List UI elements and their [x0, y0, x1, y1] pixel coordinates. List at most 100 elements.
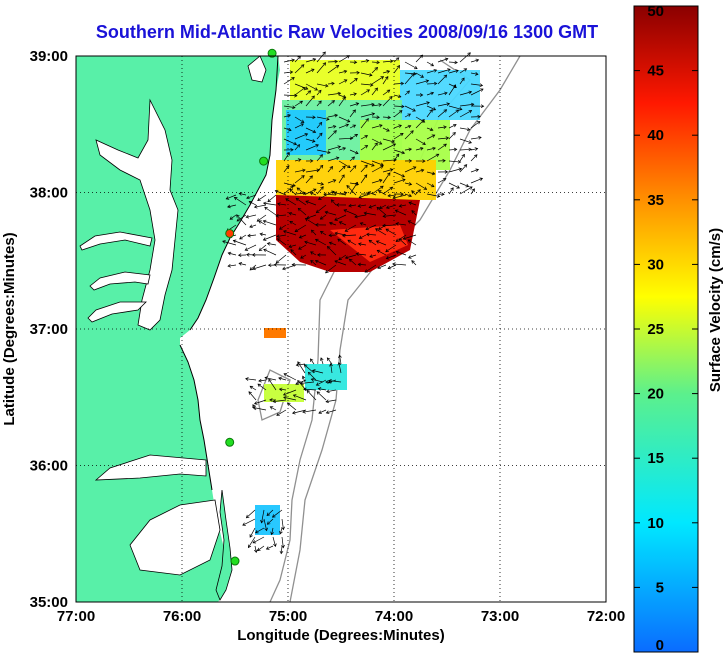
albemarle-sound — [94, 454, 207, 481]
velocity-arrowhead — [364, 145, 369, 149]
velocity-arrowhead — [412, 108, 416, 112]
velocity-arrowhead — [283, 373, 288, 377]
velocity-arrowhead — [252, 266, 256, 271]
velocity-arrowhead — [325, 380, 329, 384]
velocity-arrowhead — [389, 168, 394, 172]
velocity-arrow — [393, 110, 403, 118]
velocity-arrowhead — [468, 90, 473, 95]
velocity-arrow — [283, 182, 296, 187]
velocity-arrowhead — [334, 260, 338, 264]
delmarva-coast — [189, 55, 279, 331]
colorbar-tick-label: 15 — [647, 450, 664, 467]
y-axis-title: Latitude (Degrees:Minutes) — [1, 232, 18, 425]
velocity-arrowhead — [333, 130, 337, 134]
velocity-arrow — [258, 220, 267, 226]
velocity-arrowhead — [316, 253, 321, 257]
velocity-arrowhead — [315, 382, 320, 386]
velocity-arrow — [371, 76, 384, 85]
velocity-arrowhead — [318, 410, 322, 414]
map-title: Southern Mid-Atlantic Raw Velocities 200… — [95, 22, 599, 42]
colorbar-tick-labels: 0 5 10 15 20 25 30 35 40 45 50 — [634, 3, 698, 654]
velocity-arrowhead — [253, 401, 258, 405]
velocity-arrow — [459, 148, 472, 151]
velocity-arrowhead — [366, 232, 370, 237]
velocity-arrow — [448, 83, 457, 88]
velocity-arrow — [393, 179, 406, 184]
velocity-arrowhead — [463, 68, 468, 72]
velocity-arrow — [470, 154, 478, 162]
velocity-arrowhead — [304, 218, 309, 222]
y-tick-labels: 39:00 38:00 37:00 36:00 35:00 — [30, 48, 68, 611]
velocity-arrow — [415, 80, 429, 85]
velocity-arrowhead — [441, 192, 445, 197]
velocity-arrowhead — [267, 263, 272, 268]
velocity-arrowhead — [442, 158, 446, 163]
velocity-arrow — [310, 251, 317, 256]
velocity-arrowhead — [421, 119, 425, 123]
velocity-arrowhead — [417, 189, 421, 193]
velocity-arrow — [404, 166, 416, 173]
velocity-arrow — [294, 116, 305, 123]
velocity-arrow — [266, 509, 274, 516]
velocity-arrow — [316, 132, 323, 140]
velocity-arrow — [437, 74, 447, 85]
velocity-arrow — [408, 254, 417, 259]
velocity-arrow — [426, 153, 439, 162]
velocity-arrow — [325, 264, 337, 274]
velocity-arrow — [338, 116, 350, 123]
velocity-arrowhead — [302, 191, 307, 196]
velocity-arrow — [437, 178, 447, 184]
velocity-arrow — [459, 103, 474, 107]
velocity-arrowhead — [343, 79, 348, 83]
velocity-arrow — [305, 90, 311, 96]
velocity-arrowhead — [354, 214, 358, 219]
velocity-arrowhead — [480, 88, 484, 92]
velocity-arrow — [377, 264, 387, 269]
velocity-arrow — [260, 233, 267, 236]
velocity-arrowhead — [283, 395, 287, 400]
velocity-arrow — [329, 222, 337, 226]
velocity-arrowhead — [291, 262, 295, 267]
velocity-arrowhead — [271, 514, 276, 518]
velocity-arrowhead — [319, 132, 323, 137]
velocity-arrow — [392, 194, 407, 199]
velocity-arrowhead — [443, 74, 448, 79]
velocity-arrow — [227, 264, 237, 267]
velocity-arrow — [300, 254, 307, 259]
velocity-arrowhead — [238, 192, 243, 196]
velocity-arrowhead — [368, 204, 373, 209]
velocity-arrowhead — [290, 185, 294, 189]
velocity-arrow — [393, 83, 404, 85]
velocity-arrow — [294, 133, 308, 140]
velocity-arrow — [338, 55, 350, 63]
velocity-arrow — [338, 254, 347, 261]
velocity-arrow — [294, 159, 301, 162]
velocity-arrow — [395, 209, 407, 216]
velocity-arrowhead — [392, 262, 396, 266]
velocity-arrowhead — [408, 193, 412, 198]
velocity-arrow — [305, 218, 317, 226]
velocity-arrowhead — [467, 52, 471, 56]
velocity-arrowhead — [371, 163, 375, 167]
velocity-arrowhead — [312, 188, 317, 192]
velocity-arrow — [411, 190, 417, 196]
velocity-arrow — [379, 204, 387, 209]
velocity-arrowhead — [262, 201, 267, 206]
velocity-arrowhead — [290, 249, 294, 253]
velocity-arrow — [347, 239, 357, 246]
velocity-arrow — [395, 234, 407, 242]
velocity-arrow — [378, 190, 387, 196]
velocity-arrowhead — [253, 204, 258, 209]
velocity-arrowhead — [338, 221, 343, 225]
velocity-arrowhead — [293, 141, 298, 146]
velocity-arrowhead — [286, 165, 290, 169]
velocity-arrowhead — [303, 364, 308, 368]
velocity-arrow — [257, 545, 265, 551]
velocity-arrowhead — [276, 234, 280, 238]
velocity-arrowhead — [475, 168, 480, 173]
velocity-arrowhead — [252, 540, 257, 544]
velocity-arrow — [318, 194, 327, 200]
velocity-arrow — [327, 125, 336, 129]
velocity-arrowhead — [344, 255, 349, 260]
velocity-arrow — [247, 234, 257, 237]
